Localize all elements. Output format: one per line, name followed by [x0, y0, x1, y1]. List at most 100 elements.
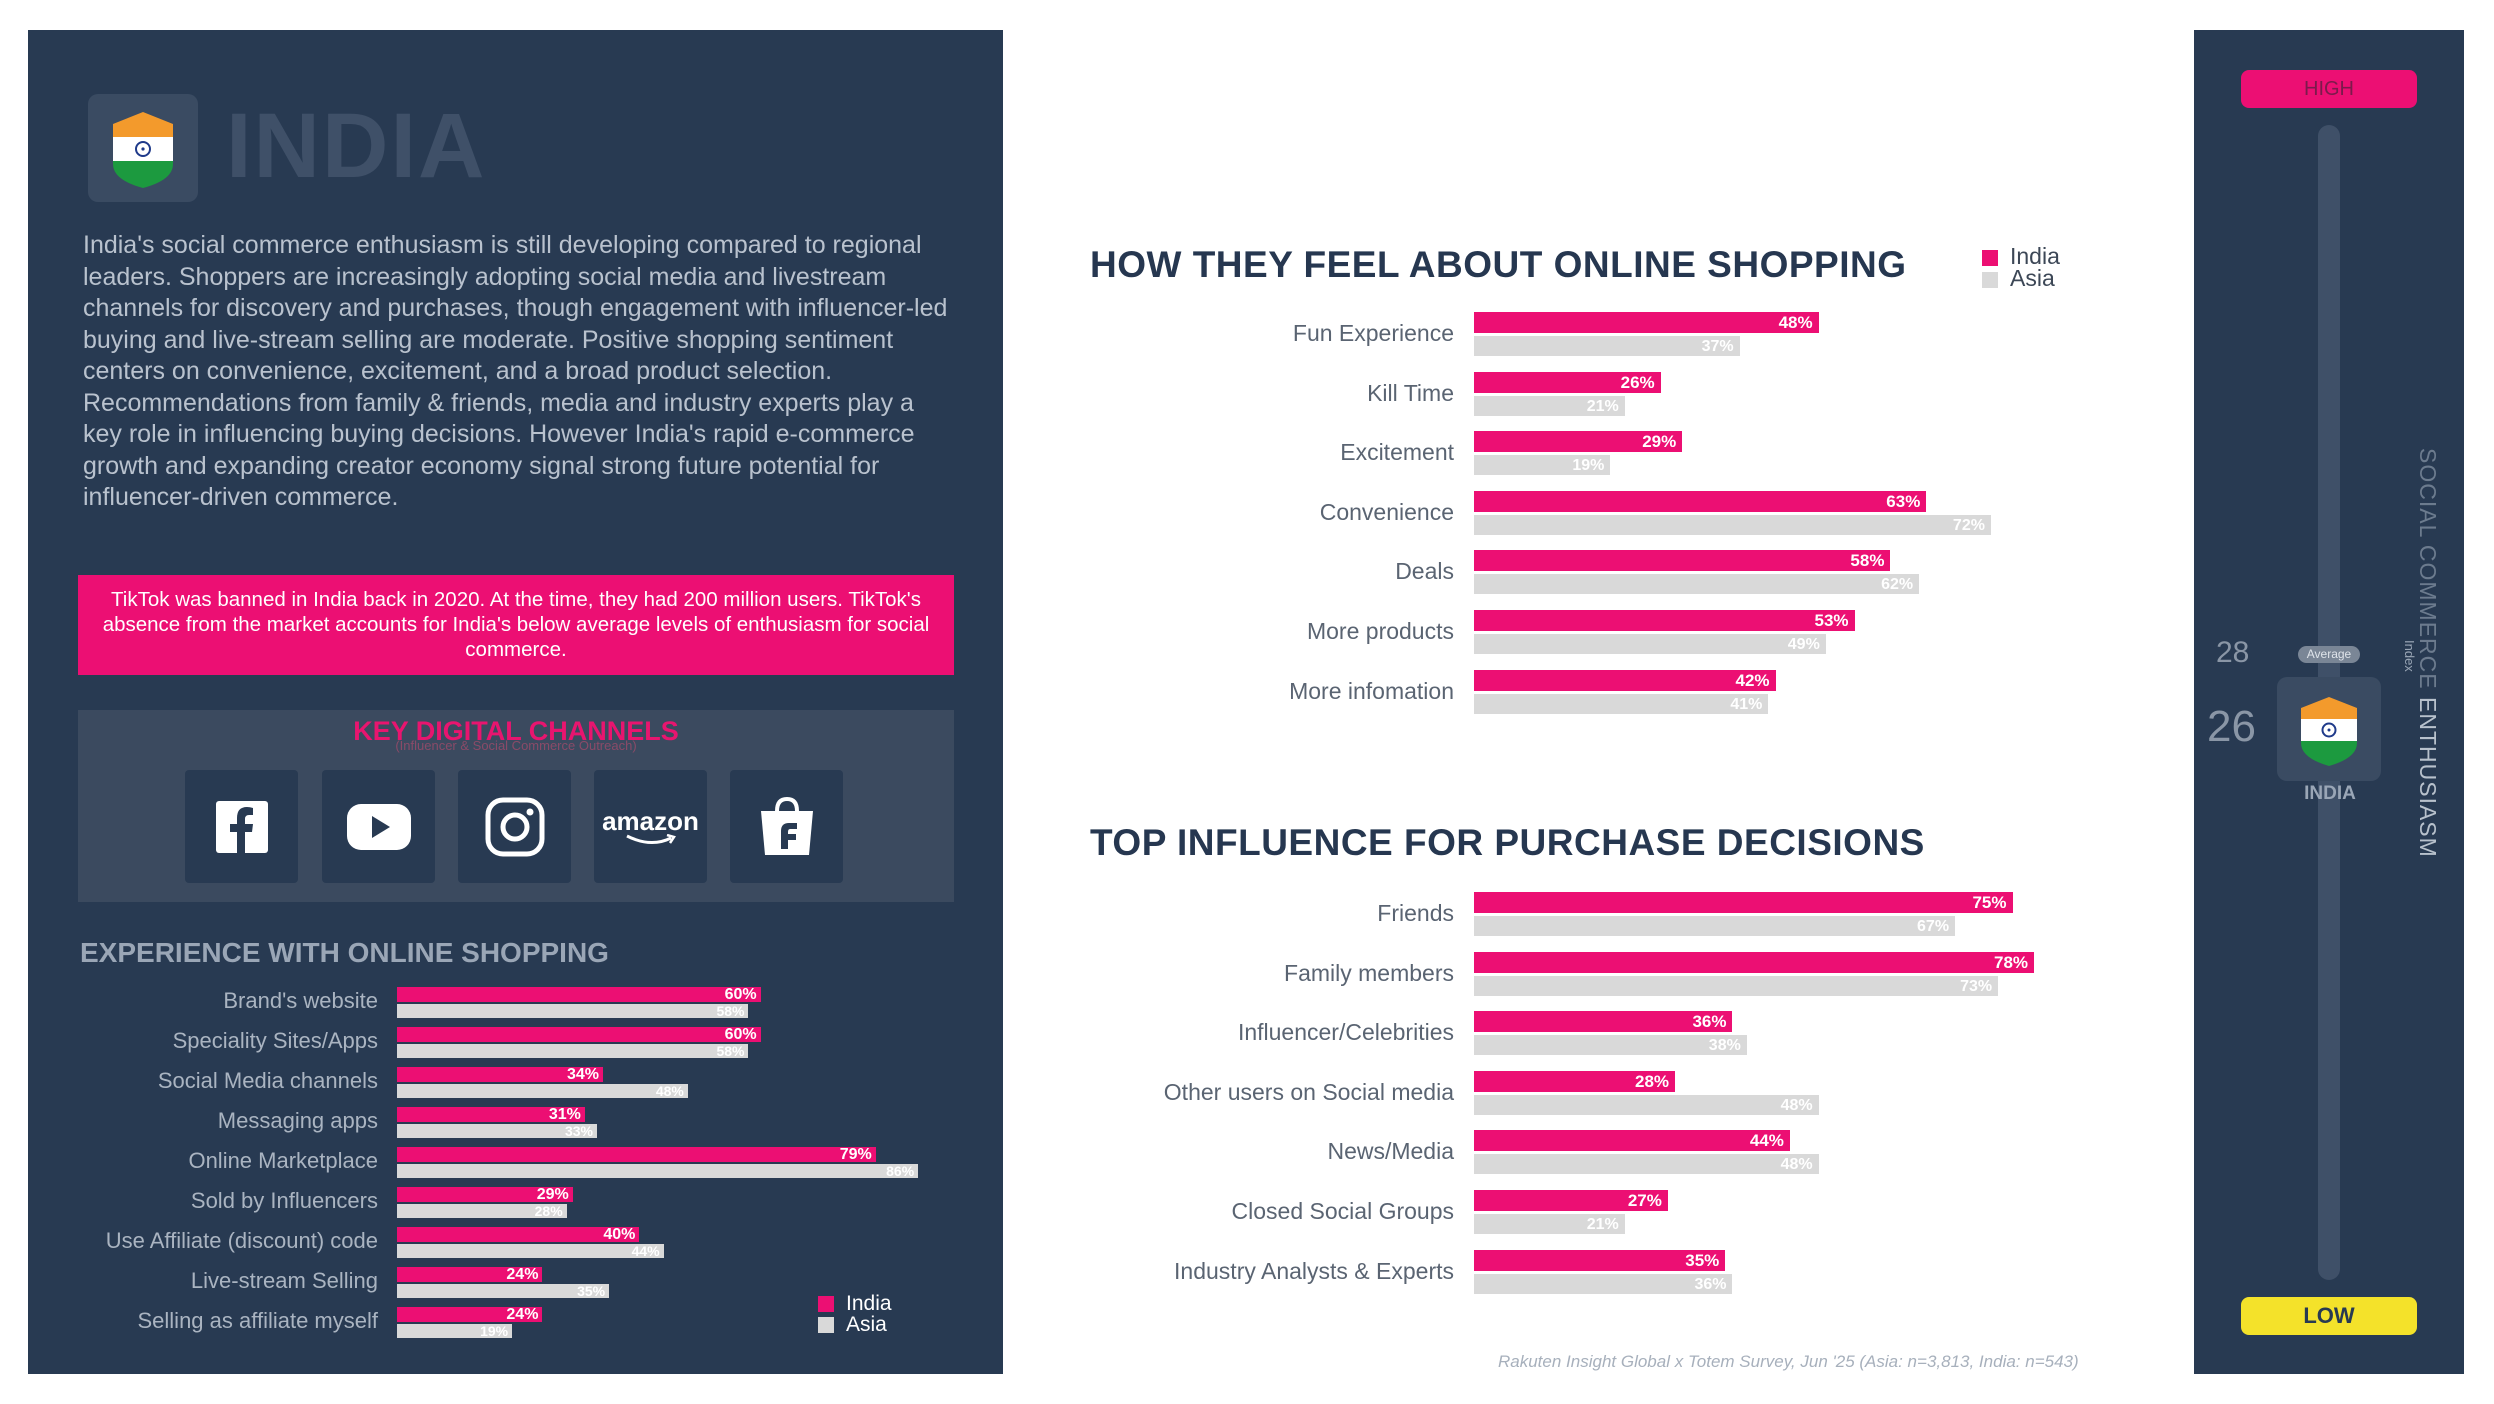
value-label-asia: 33% [564, 1123, 593, 1139]
gauge-title-part2: ENTHUSIASM [2415, 689, 2441, 858]
value-label-india: 44% [1749, 1131, 1784, 1151]
gauge-high-label: HIGH [2241, 70, 2417, 108]
category-label: Excitement [1340, 439, 1454, 466]
country-title: INDIA [226, 95, 487, 197]
channel-facebook [185, 770, 298, 883]
value-label-asia: 48% [1780, 1096, 1813, 1114]
value-label-india: 42% [1735, 670, 1770, 690]
value-label-india: 60% [724, 1026, 757, 1043]
bar-asia [1474, 1214, 1625, 1234]
legend-label-asia: Asia [846, 1313, 887, 1336]
bar-india [397, 1147, 876, 1162]
youtube-icon [346, 803, 411, 850]
category-label: Convenience [1319, 498, 1454, 525]
bar-india [1474, 371, 1661, 393]
value-label-asia: 21% [1586, 1216, 1619, 1233]
bar-asia [397, 1324, 513, 1338]
value-label-asia: 48% [1780, 1156, 1813, 1174]
bar-india [397, 1067, 604, 1082]
bar-india [1474, 1190, 1668, 1211]
legend-item-asia: Asia [1982, 265, 2060, 291]
legend-item-india: India [1982, 243, 2060, 269]
gauge-average-marker: Average [2298, 646, 2360, 663]
bar-asia [1474, 975, 1999, 996]
value-label-india: 34% [567, 1066, 600, 1083]
bar-asia [1474, 574, 1920, 595]
bar-asia [1474, 1154, 1819, 1175]
value-label-asia: 62% [1881, 576, 1914, 594]
value-label-india: 78% [1994, 952, 2029, 972]
key-channels-box: KEY DIGITAL CHANNELS (Influencer & Socia… [78, 710, 954, 902]
value-label-asia: 49% [1787, 636, 1820, 653]
value-label-india: 26% [1620, 372, 1655, 392]
value-label-india: 24% [506, 1266, 539, 1283]
bar-asia [397, 1244, 664, 1258]
category-label: Brand's website [223, 988, 378, 1013]
legend-swatch-asia [1982, 272, 1998, 288]
source-note: Rakuten Insight Global x Totem Survey, J… [1498, 1352, 2079, 1371]
value-label-india: 35% [1685, 1250, 1720, 1270]
experience-legend: India Asia [818, 1293, 892, 1335]
legend-swatch-india [1982, 250, 1998, 266]
feel-legend: India Asia [1982, 243, 2060, 291]
bar-india [397, 1027, 761, 1042]
gauge-average-value: 28 [2216, 636, 2250, 669]
bar-india [397, 987, 761, 1002]
category-label: Influencer/Celebrities [1237, 1019, 1454, 1046]
bar-india [1474, 669, 1776, 691]
flipkart-icon [760, 796, 813, 855]
bar-asia [397, 1124, 597, 1138]
category-label: Speciality Sites/Apps [172, 1028, 378, 1053]
value-label-asia: 37% [1701, 338, 1734, 355]
bar-asia [1474, 1094, 1819, 1115]
value-label-asia: 35% [577, 1283, 606, 1299]
value-label-india: 28% [1635, 1071, 1670, 1091]
facebook-icon [215, 800, 268, 853]
category-label: Use Affiliate (discount) code [105, 1228, 378, 1253]
value-label-india: 53% [1814, 611, 1849, 630]
value-label-india: 58% [1850, 551, 1885, 571]
legend-item-india: India [818, 1293, 892, 1314]
tiktok-callout: TikTok was banned in India back in 2020.… [78, 575, 954, 675]
legend-label-india: India [2010, 243, 2060, 269]
bar-asia [1474, 916, 1956, 936]
bar-asia [1474, 455, 1611, 476]
legend-label-asia: Asia [2010, 265, 2055, 291]
channel-flipkart [730, 770, 843, 883]
category-label: Live-stream Selling [190, 1268, 378, 1293]
gauge-country-label: INDIA [2304, 783, 2356, 804]
value-label-india: 29% [1642, 432, 1677, 452]
bar-india [1474, 312, 1819, 333]
bar-india [1474, 431, 1683, 453]
value-label-asia: 86% [886, 1163, 915, 1179]
bar-asia [397, 1164, 919, 1178]
bar-asia [397, 1044, 749, 1058]
category-label: Fun Experience [1292, 320, 1454, 346]
legend-label-india: India [846, 1292, 892, 1315]
channels-title: KEY DIGITAL CHANNELS [353, 716, 679, 746]
category-label: Deals [1395, 558, 1454, 585]
bar-india [1474, 610, 1855, 631]
bar-asia [397, 1084, 688, 1098]
bar-india [1474, 1070, 1676, 1092]
value-label-asia: 19% [1572, 457, 1605, 475]
category-label: Sold by Influencers [190, 1188, 378, 1213]
category-label: Industry Analysts & Experts [1174, 1257, 1454, 1284]
gauge-low-label: LOW [2241, 1297, 2417, 1335]
bar-india [1474, 1130, 1790, 1152]
category-label: Friends [1377, 900, 1454, 926]
gauge-title-part1: SOCIAL COMMERCE [2415, 448, 2441, 690]
feel-chart-title: HOW THEY FEEL ABOUT ONLINE SHOPPING [1090, 244, 1907, 285]
category-label: Messaging apps [217, 1108, 378, 1133]
bar-india [1474, 550, 1891, 572]
value-label-asia: 36% [1694, 1275, 1727, 1293]
bar-india [1474, 951, 2035, 973]
channel-youtube [322, 770, 435, 883]
instagram-icon [485, 797, 544, 856]
value-label-asia: 28% [534, 1203, 563, 1219]
value-label-asia: 44% [631, 1243, 660, 1259]
category-label: Closed Social Groups [1231, 1198, 1454, 1224]
legend-item-asia: Asia [818, 1314, 892, 1335]
gauge-country-marker [2277, 677, 2381, 781]
channels-subtitle: (Influencer & Social Commerce Outreach) [395, 738, 637, 753]
